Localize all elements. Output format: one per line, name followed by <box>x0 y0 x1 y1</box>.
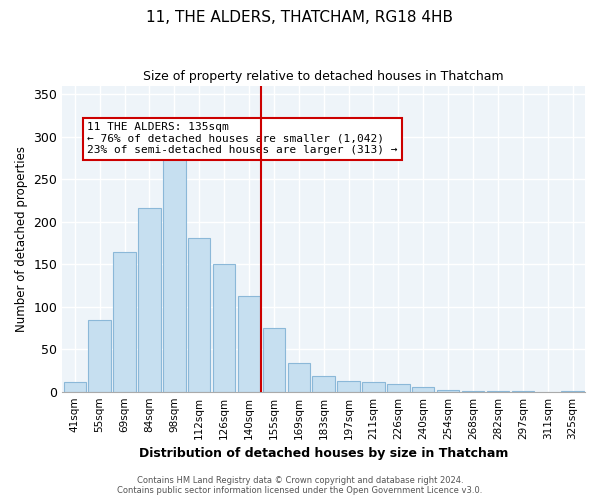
Bar <box>487 391 509 392</box>
Bar <box>412 388 434 392</box>
Bar <box>88 320 111 392</box>
Bar <box>163 148 185 392</box>
Y-axis label: Number of detached properties: Number of detached properties <box>15 146 28 332</box>
Bar <box>238 296 260 392</box>
Bar <box>213 264 235 392</box>
Bar <box>188 238 211 392</box>
Bar <box>562 391 584 392</box>
Text: Contains HM Land Registry data © Crown copyright and database right 2024.
Contai: Contains HM Land Registry data © Crown c… <box>118 476 482 495</box>
Text: 11 THE ALDERS: 135sqm
← 76% of detached houses are smaller (1,042)
23% of semi-d: 11 THE ALDERS: 135sqm ← 76% of detached … <box>87 122 398 156</box>
Bar <box>437 390 460 392</box>
Bar <box>287 363 310 392</box>
Bar <box>113 252 136 392</box>
Bar <box>337 380 360 392</box>
X-axis label: Distribution of detached houses by size in Thatcham: Distribution of detached houses by size … <box>139 447 508 460</box>
Bar <box>138 208 161 392</box>
Bar <box>387 384 410 392</box>
Bar <box>362 382 385 392</box>
Title: Size of property relative to detached houses in Thatcham: Size of property relative to detached ho… <box>143 70 504 83</box>
Bar <box>512 391 534 392</box>
Text: 11, THE ALDERS, THATCHAM, RG18 4HB: 11, THE ALDERS, THATCHAM, RG18 4HB <box>146 10 454 25</box>
Bar <box>462 391 484 392</box>
Bar <box>263 328 285 392</box>
Bar <box>313 376 335 392</box>
Bar <box>64 382 86 392</box>
